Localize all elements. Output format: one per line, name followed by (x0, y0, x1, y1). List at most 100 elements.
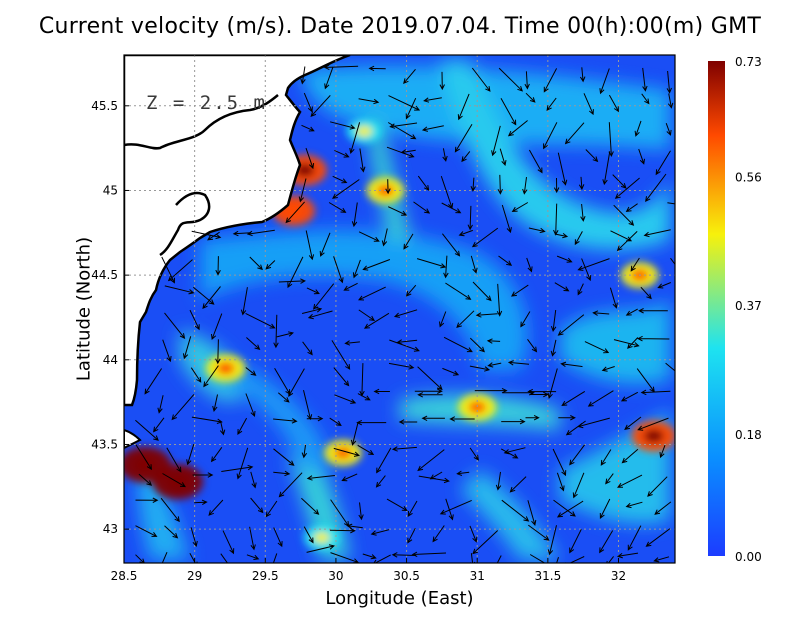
y-tick-label: 43 (103, 522, 118, 536)
current-arrow (472, 530, 499, 555)
current-arrow (443, 255, 449, 279)
current-arrow (557, 152, 568, 186)
current-arrow (577, 417, 610, 429)
current-arrow (192, 472, 214, 478)
current-arrow (496, 283, 503, 317)
current-arrow (525, 414, 540, 421)
current-arrow (616, 552, 639, 559)
current-arrow (250, 497, 264, 514)
colorbar-tick-label: 0.73 (735, 55, 762, 69)
current-arrow (574, 231, 583, 246)
current-arrow (572, 472, 585, 499)
current-arrow (491, 125, 501, 157)
current-arrow (429, 471, 443, 480)
current-arrow (373, 388, 390, 395)
current-arrow (191, 230, 222, 240)
current-arrow (310, 95, 331, 118)
current-arrow (657, 282, 671, 289)
current-arrow (469, 365, 491, 372)
current-arrow (605, 473, 614, 485)
current-arrow (298, 178, 307, 203)
current-arrow (470, 255, 478, 274)
current-arrow (351, 202, 358, 228)
current-arrow (602, 151, 611, 186)
current-arrow (621, 448, 639, 464)
current-arrow (454, 123, 473, 153)
current-arrow (273, 448, 295, 466)
current-arrow (527, 500, 537, 526)
current-arrow (385, 179, 391, 195)
current-arrow (219, 421, 226, 436)
current-arrow (167, 259, 193, 282)
current-arrow (358, 98, 380, 105)
current-arrow (301, 307, 323, 314)
current-arrow (471, 227, 499, 248)
current-arrow (600, 449, 612, 466)
current-arrow (164, 312, 186, 339)
current-arrow (403, 68, 416, 85)
current-arrow (215, 339, 221, 365)
current-arrow (526, 257, 533, 273)
current-arrow (653, 556, 670, 563)
current-arrow (144, 368, 163, 395)
current-arrow (552, 448, 567, 477)
current-arrow (507, 360, 530, 366)
current-arrow (507, 120, 528, 137)
current-arrow (276, 331, 294, 338)
current-arrow (439, 71, 445, 91)
current-arrow (210, 447, 223, 463)
current-arrow (558, 415, 576, 421)
current-arrow (569, 444, 586, 466)
current-arrow (405, 284, 417, 297)
current-arrow (189, 553, 198, 563)
current-arrow (627, 525, 642, 551)
current-arrow (273, 314, 279, 349)
current-arrow (432, 525, 445, 543)
current-arrow (192, 286, 215, 305)
current-arrow (207, 231, 220, 241)
current-arrow (614, 177, 640, 199)
current-arrow (135, 444, 152, 471)
current-arrow (456, 310, 475, 329)
current-arrow (414, 388, 443, 394)
current-arrow (246, 554, 260, 560)
current-arrow (386, 146, 415, 158)
current-arrow (277, 392, 290, 403)
current-arrow (579, 67, 586, 83)
current-arrow (250, 471, 257, 489)
y-tick-label: 44.5 (91, 268, 118, 282)
current-arrow (194, 499, 208, 506)
current-arrow (302, 341, 313, 356)
velocity-hotspot-core (356, 125, 373, 137)
velocity-hotspot-core (313, 532, 330, 543)
current-arrow (212, 394, 218, 412)
current-arrow (405, 97, 417, 120)
current-arrow (157, 395, 164, 414)
current-arrow (524, 71, 530, 90)
current-arrow (547, 525, 557, 556)
current-arrow (486, 338, 501, 344)
current-arrow (443, 336, 473, 353)
current-arrow (529, 554, 546, 563)
current-arrow (441, 202, 462, 214)
current-arrow (642, 67, 648, 92)
current-arrow (389, 122, 418, 129)
current-arrow (617, 474, 643, 488)
current-arrow (416, 258, 447, 269)
current-arrow (670, 257, 675, 266)
current-arrow (368, 65, 386, 72)
current-arrow (525, 92, 536, 103)
current-arrow (417, 175, 430, 191)
current-arrow (329, 417, 342, 426)
current-arrow (346, 523, 363, 530)
current-arrow (246, 337, 261, 351)
current-arrow (467, 205, 473, 231)
current-arrow (358, 286, 386, 301)
current-arrow (616, 231, 638, 252)
current-arrow (407, 500, 418, 517)
current-arrow (634, 120, 642, 137)
current-arrow (557, 314, 585, 336)
current-arrow (307, 310, 333, 320)
current-arrow (608, 94, 619, 113)
current-arrow (376, 447, 392, 474)
